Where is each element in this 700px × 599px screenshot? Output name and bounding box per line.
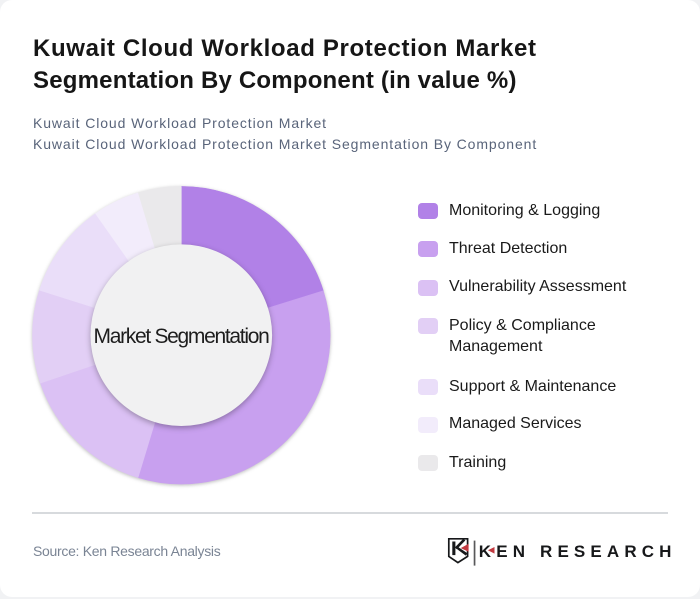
svg-text:KEN RESEARCH: KEN RESEARCH (479, 542, 677, 561)
